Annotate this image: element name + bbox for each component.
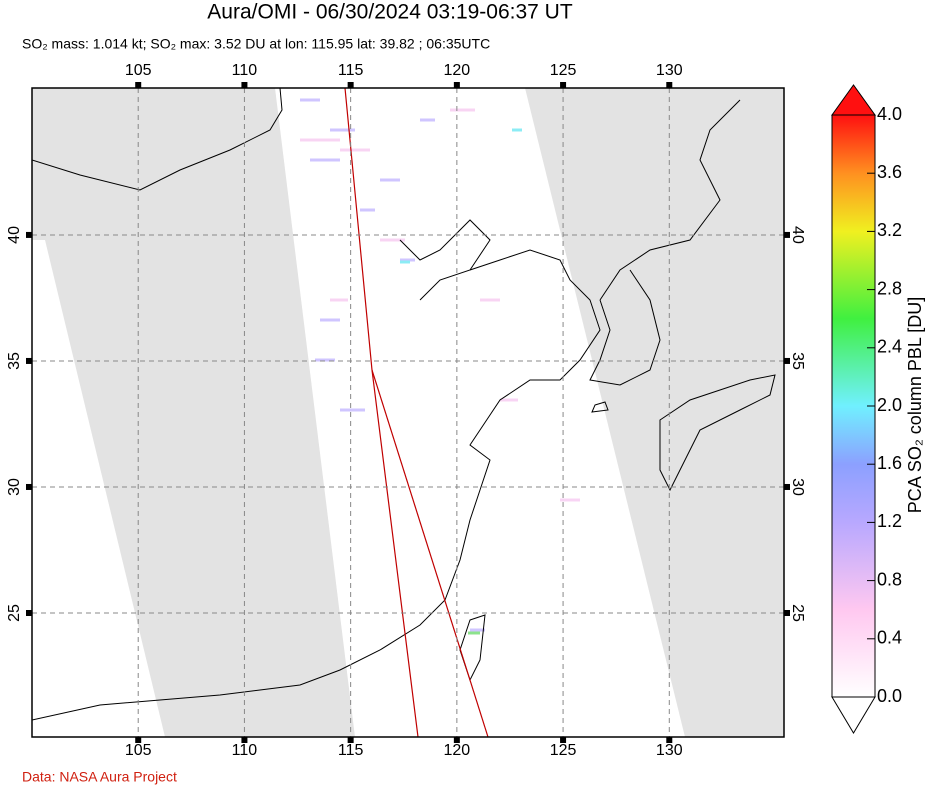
x-tick-label: 125 — [550, 62, 577, 79]
swath — [275, 88, 685, 737]
colorbar-tick-label: 2.8 — [877, 278, 902, 298]
x-tick-label: 130 — [656, 742, 683, 759]
colorbar-tick-label: 1.2 — [877, 511, 902, 531]
map-area — [32, 88, 784, 737]
colorbar-label: PCA SO₂ column PBL [DU] — [905, 297, 925, 513]
colorbar-tick-label: 3.2 — [877, 220, 902, 240]
colorbar-tick-label: 1.6 — [877, 453, 902, 473]
y-tick-label: 40 — [789, 226, 806, 244]
y-tick-label: 25 — [789, 604, 806, 622]
x-tick-label: 115 — [338, 62, 364, 79]
grid — [32, 88, 784, 737]
x-tick-label: 110 — [232, 62, 258, 79]
y-tick-label: 35 — [6, 352, 23, 370]
x-tick-label: 115 — [338, 742, 364, 759]
x-tick-label: 105 — [125, 742, 152, 759]
x-tick-label: 120 — [444, 742, 471, 759]
colorbar-min-arrow — [831, 696, 876, 734]
subtitle: SO₂ mass: 1.014 kt; SO₂ max: 3.52 DU at … — [22, 36, 490, 52]
x-tick-label: 105 — [125, 62, 152, 79]
colorbar-tick-label: 0.4 — [877, 628, 902, 648]
coastline — [32, 88, 776, 721]
colorbar-tick-label: 2.4 — [877, 337, 902, 357]
source-credit: Data: NASA Aura Project — [22, 769, 177, 785]
colorbar-tick-label: 4.0 — [877, 104, 902, 124]
title: Aura/OMI - 06/30/2024 03:19-06:37 UT — [207, 1, 573, 24]
x-tick-label: 125 — [550, 742, 577, 759]
orbit-boundary — [344, 88, 489, 737]
colorbar-tick-label: 2.0 — [877, 395, 902, 415]
so2-streaks — [300, 98, 580, 635]
x-tick-label: 110 — [232, 742, 258, 759]
colorbar-tick-label: 0.8 — [877, 569, 902, 589]
map-frame — [31, 87, 785, 738]
colorbar-tick-label: 3.6 — [877, 162, 902, 182]
x-tick-label: 130 — [656, 62, 683, 79]
colorbar-tick-label: 0.0 — [877, 686, 902, 706]
y-tick-label: 30 — [6, 478, 23, 496]
y-tick-label: 40 — [6, 226, 23, 244]
colorbar-max-arrow — [831, 84, 876, 116]
y-tick-label: 25 — [6, 604, 23, 622]
y-tick-label: 30 — [789, 478, 806, 496]
x-tick-label: 120 — [444, 62, 471, 79]
y-tick-label: 35 — [789, 352, 806, 370]
